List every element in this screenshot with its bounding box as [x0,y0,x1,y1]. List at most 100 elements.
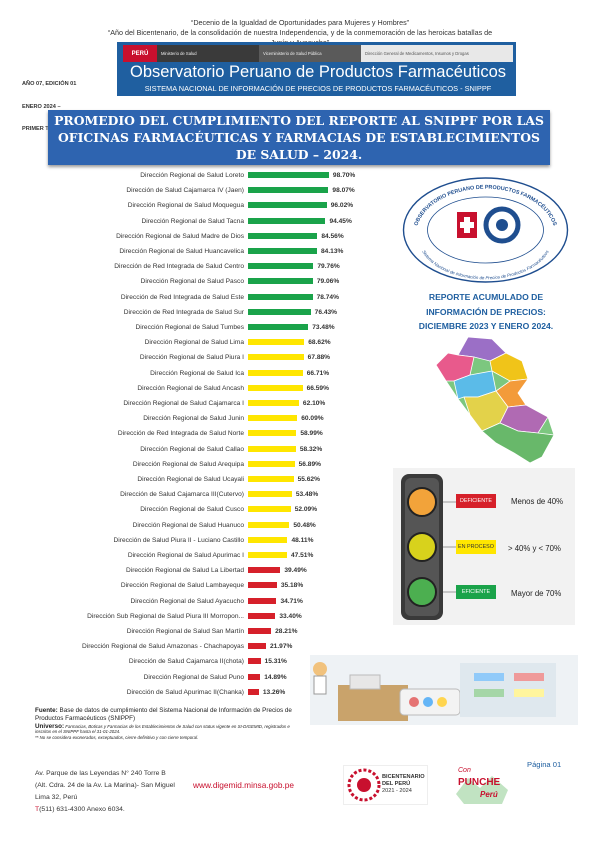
region-label: Dirección de Red Integrada de Salud Nort… [117,430,244,438]
compliance-bar [248,248,317,254]
traffic-light-legend: DEFICIENTE Menos de 40% EN PROCESO > 40%… [393,468,575,625]
value-label: 62.10% [302,400,326,407]
viceministerio-box: Viceministerio de Salud Pública [259,45,361,62]
chart-row: Dirección Regional de Salud Loreto 98.70% [0,169,380,182]
chart-row: Dirección de Red Integrada de Salud Nort… [0,427,380,440]
digemid-text: Dirección General de Medicamentos, Insum… [365,51,469,56]
phone-number: (511) 631-4300 Anexo 6034. [39,806,125,814]
value-label: 53.48% [295,491,319,499]
region-label: Dirección Regional de Salud Ayacucho [130,597,244,605]
compliance-bar [248,202,327,209]
universe-label: Universo: [35,722,65,730]
value-label: 47.51% [290,552,314,559]
value-label: 28.21% [275,628,298,635]
legend-tag-text: DEFICIENTE [459,498,493,504]
compliance-bar [248,567,281,574]
bicentenario-title: BICENTENARIO [382,774,425,780]
chart-row: Dirección Regional de Salud Ayacucho 34.7… [0,595,380,608]
region-label: Dirección de Red Integrada de Salud Este [120,293,244,301]
compliance-bar [248,552,287,558]
bicentenario-logo: BICENTENARIO DEL PERÚ 2021 - 2024 [343,765,428,805]
value-label: 94.45% [329,217,352,225]
value-label: 67.88% [307,354,331,362]
chart-row: Dirección Regional de Salud Lambayeque 35… [0,579,380,592]
region-label: Dirección de Salud Cajamarca II(chota) [128,658,244,666]
region-label: Dirección de Salud Cajamarca IV (Jaen) [126,187,244,195]
compliance-bar [248,369,303,376]
region-label: Dirección de Red Integrada de Salud Cent… [114,263,244,271]
peru-logo-box: PERÚ [123,45,157,62]
compliance-bar [248,612,276,619]
legend-tag-text: EN PROCESO [458,544,494,550]
chart-row: Dirección Regional de Salud Tacna 94.45% [0,215,380,228]
region-label: Dirección de Red Integrada de Salud Sur [123,308,244,316]
punche-emblem-icon [450,764,516,809]
value-label: 58.32% [299,445,323,453]
digemid-logo-box: Dirección General de Medicamentos, Insum… [361,45,513,62]
chart-row: Dirección Regional de Salud Moquegua 96.0… [0,199,380,212]
bicentenario-sub: DEL PERÚ [382,781,411,787]
region-label: Dirección Regional de Salud Cajamarca I [123,400,244,407]
chart-row: Dirección Regional de Salud Cusco 52.09% [0,503,380,516]
compliance-bar [248,430,297,437]
chart-row: Dirección Regional de Salud Lima 68.62% [0,336,380,349]
region-label: Dirección Regional de Salud Loreto [140,172,244,179]
region-label: Dirección Regional de Salud Arequipa [132,460,244,468]
source-label: Fuente: [35,707,58,714]
value-label: 39.49% [284,567,307,575]
region-label: Dirección Regional de Salud Huancavelica [119,248,244,255]
chart-row: Dirección Regional de Salud Junin 60.09% [0,412,380,425]
region-label: Dirección Regional de Salud Apurimac I [127,552,244,559]
region-label: Dirección Regional de Salud Madre de Dio… [116,232,244,240]
region-label: Dirección Regional de Salud Moquegua [127,202,244,210]
value-label: 98.70% [332,172,356,179]
website-link[interactable]: www.digemid.minsa.gob.pe [193,780,294,790]
bicentenario-emblem-icon [347,768,381,802]
compliance-bar [248,628,272,634]
value-label: 52.09% [294,506,318,514]
compliance-bar [248,278,313,285]
traffic-light-graphic [401,474,456,620]
chart-row: Dirección Regional de Salud Arequipa 56.8… [0,458,380,471]
seal-swirl [483,206,521,244]
source-notes: Fuente: Base de datos de cumplimiento de… [35,707,305,740]
compliance-bar [248,688,259,695]
legend-tag-en-proceso: EN PROCESO [456,540,496,554]
region-label: Dirección Regional de Salud Ica [150,369,244,377]
chart-row: Dirección Regional de Salud Huancavelica… [0,245,380,258]
ministerio-box: Ministerio de Salud [157,45,259,62]
footer-address: Av. Parque de las Leyendas N° 240 Torre … [35,768,205,816]
value-label: 56.89% [298,460,322,468]
region-label: Dirección Regional de Salud Callao [140,445,244,453]
peru-logo-text: PERÚ [131,50,149,57]
chart-row: Dirección Regional de Salud Callao 58.32% [0,443,380,456]
chart-row: Dirección Regional de Salud Tumbes 73.48% [0,321,380,334]
region-label: Dirección Regional de Salud Ancash [137,384,244,392]
legend-desc-eficiente: Mayor de 70% [511,589,562,598]
punche-word: PUNCHE [458,777,501,788]
doctor-avatar [313,662,327,676]
bicentenario-years: 2021 - 2024 [382,788,412,794]
compliance-bar [248,263,314,270]
exclusion-note: ** No se considera exonerados, exceptuad… [35,734,199,740]
punche-peru: Perú [480,790,498,799]
legend-tag-text: EFICIENTE [461,589,491,595]
con-punche-peru-logo: Con PUNCHE Perú [450,764,516,809]
edition-line: AÑO 07, EDICIÓN 01 [22,81,77,87]
region-label: Dirección Regional de Salud Tumbes [135,324,245,331]
compliance-bar [248,172,329,178]
value-label: 13.26% [262,688,286,696]
compliance-bar [248,673,261,680]
compliance-bar [248,521,290,528]
value-label: 33.40% [279,612,302,620]
chart-row: Dirección Regional de Salud Ucayali 55.62… [0,473,380,486]
region-label: Dirección Regional de Salud Lima [144,339,244,347]
compliance-bar [248,232,318,239]
value-label: 79.76% [317,263,340,271]
value-label: 73.48% [312,324,335,331]
legend-desc-en-proceso: > 40% y < 70% [508,544,561,553]
value-label: 66.59% [306,384,329,392]
compliance-bar [248,324,309,330]
compliance-bar [248,491,292,498]
compliance-bar [248,293,313,300]
